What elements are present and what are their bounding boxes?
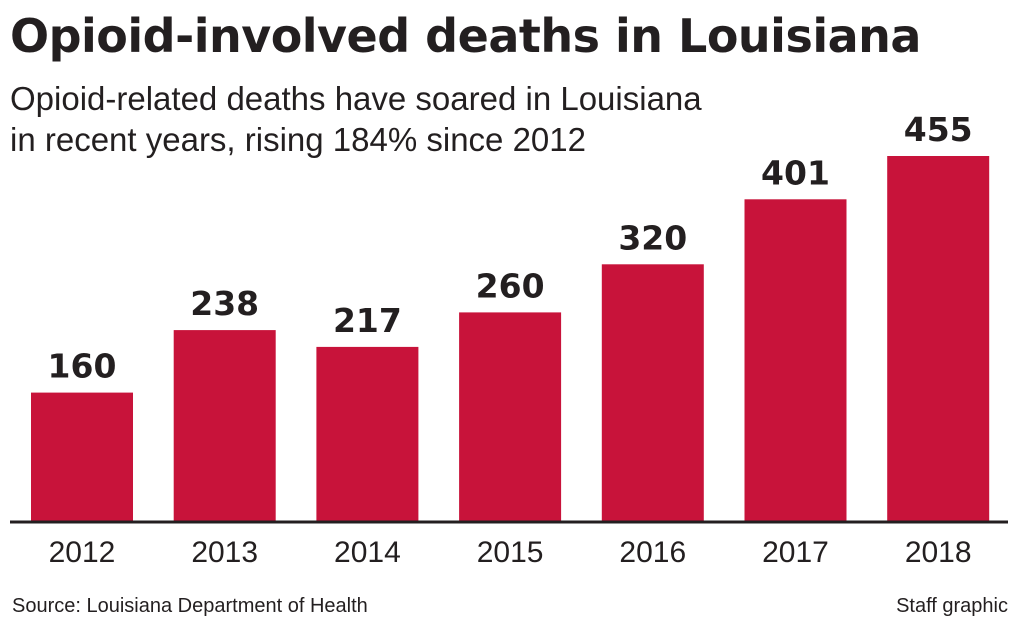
bar-2015: [459, 312, 562, 521]
data-label-2013: 238: [190, 284, 259, 323]
chart-subtitle: Opioid-related deaths have soared in Lou…: [10, 80, 702, 158]
bar-2014: [316, 346, 419, 521]
bar-2012: [31, 392, 133, 521]
bar-2018: [887, 156, 990, 521]
bar-2013: [173, 330, 276, 521]
data-label-2017: 401: [761, 153, 830, 192]
x-tick-label-2014: 2014: [334, 536, 401, 569]
data-label-2014: 217: [333, 301, 402, 340]
data-label-2015: 260: [476, 266, 545, 305]
data-label-2018: 455: [904, 110, 973, 149]
x-tick-label-2017: 2017: [762, 536, 829, 569]
data-label-2012: 160: [48, 347, 117, 386]
x-tick-label-2012: 2012: [49, 536, 116, 569]
source-note: Source: Louisiana Department of Health: [12, 595, 368, 617]
x-tick-label-2015: 2015: [477, 536, 544, 569]
chart-title: Opioid-involved deaths in Louisiana: [10, 9, 921, 63]
bar-2017: [744, 199, 847, 522]
x-tick-label-2013: 2013: [191, 536, 258, 569]
bar-2016: [601, 264, 704, 521]
credit-note: Staff graphic: [896, 595, 1008, 617]
data-label-2016: 320: [618, 218, 687, 257]
x-tick-label-2018: 2018: [905, 536, 972, 569]
x-tick-label-2016: 2016: [619, 536, 686, 569]
